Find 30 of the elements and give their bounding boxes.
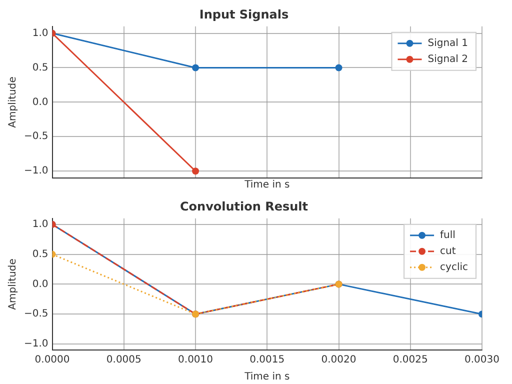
x-tick-label: 0.0000 [34, 354, 70, 366]
y-tick-label: 0.0 [32, 278, 48, 290]
x-tick-label: 0.0030 [464, 354, 500, 366]
y-tick-label: 1.0 [32, 28, 48, 39]
y-tick-label: 1.0 [32, 218, 48, 230]
y-tick-label: 0.5 [32, 248, 48, 260]
x-tick-label: 0.0025 [392, 354, 428, 366]
x-axis-title: Time in s [244, 180, 290, 191]
legend-label: Signal 1 [428, 38, 468, 49]
x-axis-title: Time in s [244, 372, 290, 383]
y-tick-label: −0.5 [24, 308, 48, 320]
point [335, 64, 342, 72]
chart-title: Convolution Result [180, 199, 308, 214]
y-tick-label: 0.0 [32, 96, 48, 108]
y-tick-label: −0.5 [24, 131, 48, 142]
point [192, 64, 200, 72]
x-tick-label: 0.0015 [250, 354, 285, 366]
legend-label: cut [440, 246, 456, 257]
x-tick-label: 0.0020 [321, 354, 356, 366]
y-axis-title: Amplitude [8, 258, 19, 310]
y-tick-label: −1.0 [24, 338, 48, 350]
y-tick-label: 0.5 [32, 62, 48, 74]
legend-label: Signal 2 [428, 54, 468, 65]
x-tick-label: 0.0005 [106, 354, 142, 366]
y-axis-title: Amplitude [8, 76, 19, 128]
chart-title: Input Signals [199, 7, 289, 22]
y-tick-label: −1.0 [24, 166, 48, 177]
x-tick-label: 0.0010 [178, 354, 214, 366]
legend-label: full [440, 230, 456, 241]
legend-label: cyclic [440, 262, 468, 273]
